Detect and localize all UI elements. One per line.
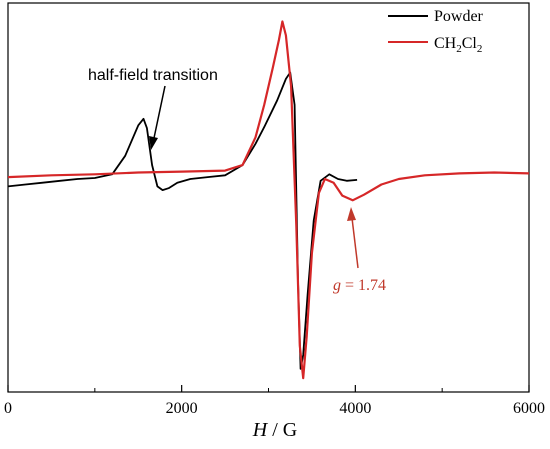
- x-axis-ticks: [7, 385, 530, 392]
- legend-label-ch2cl2-sub2: 2: [477, 43, 483, 55]
- g-value-annotation: g = 1.74: [333, 207, 386, 294]
- legend-label-ch2cl2-sub1: 2: [456, 43, 462, 55]
- legend-label-ch2cl2-ch: CH: [434, 35, 457, 52]
- plot-border: [7, 2, 530, 393]
- series-layer: [7, 20, 530, 380]
- x-axis-title-var: H: [252, 419, 269, 441]
- series-line-ch2cl2: [7, 20, 530, 380]
- x-tick-label-4000: 4000: [339, 400, 371, 417]
- g-value-label: g = 1.74: [333, 277, 386, 294]
- half-field-arrow-line: [153, 85, 166, 139]
- g-value-arrow-line: [351, 217, 359, 269]
- series-line-powder: [7, 71, 358, 370]
- legend-label-ch2cl2: CH2Cl2: [434, 35, 482, 55]
- x-tick-label-6000: 6000: [513, 400, 545, 417]
- half-field-annotation: half-field transition: [88, 67, 218, 150]
- g-value-var: g: [333, 277, 341, 294]
- x-axis-title: H / G: [252, 419, 297, 441]
- half-field-label: half-field transition: [88, 67, 218, 84]
- half-field-arrowhead: [149, 136, 158, 150]
- g-value-text: = 1.74: [341, 277, 386, 294]
- x-axis-tick-labels: 0 2000 4000 6000: [4, 400, 545, 417]
- x-tick-label-2000: 2000: [166, 400, 198, 417]
- x-axis-title-unit: / G: [267, 419, 297, 441]
- x-tick-label-0: 0: [4, 400, 12, 417]
- legend: Powder CH2Cl2: [388, 8, 484, 55]
- legend-label-ch2cl2-cl: Cl: [462, 35, 478, 52]
- legend-label-powder: Powder: [434, 8, 484, 25]
- g-value-arrowhead: [347, 207, 356, 221]
- plot-frame: [7, 2, 530, 393]
